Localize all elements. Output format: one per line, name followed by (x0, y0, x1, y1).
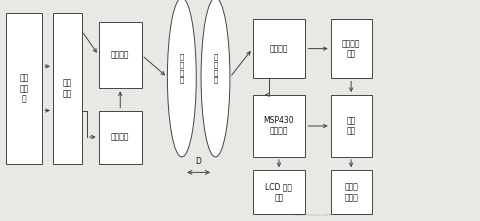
Text: D: D (195, 157, 201, 166)
Text: 电流表
电流表: 电流表 电流表 (344, 183, 357, 202)
Bar (330, 95, 371, 157)
Bar (330, 170, 371, 214)
Bar (6, 13, 42, 164)
Text: LCD 充电
显示: LCD 充电 显示 (265, 183, 292, 202)
Text: MSP430
控制系统: MSP430 控制系统 (263, 116, 294, 136)
Bar (98, 110, 142, 164)
Bar (53, 13, 82, 164)
Bar (330, 19, 371, 78)
Text: 充电方式
选择: 充电方式 选择 (341, 39, 360, 58)
Text: 功率放大: 功率放大 (111, 51, 129, 60)
Text: 频率振荡: 频率振荡 (111, 133, 129, 141)
Text: 恒流
充电: 恒流 充电 (346, 116, 355, 136)
Text: 耦
合
线
圈: 耦 合 线 圈 (180, 54, 183, 83)
Bar (252, 95, 305, 157)
Text: 整流稳压: 整流稳压 (269, 44, 288, 53)
Ellipse shape (201, 0, 229, 157)
Bar (252, 19, 305, 78)
Bar (252, 170, 305, 214)
Bar (98, 22, 142, 88)
Text: 电源
管理: 电源 管理 (62, 79, 72, 98)
Text: www.elecfans.com: www.elecfans.com (293, 213, 331, 217)
Text: 耦
合
线
圈: 耦 合 线 圈 (213, 54, 217, 83)
Text: 交直
流供
电: 交直 流供 电 (19, 74, 29, 103)
Ellipse shape (167, 0, 196, 157)
